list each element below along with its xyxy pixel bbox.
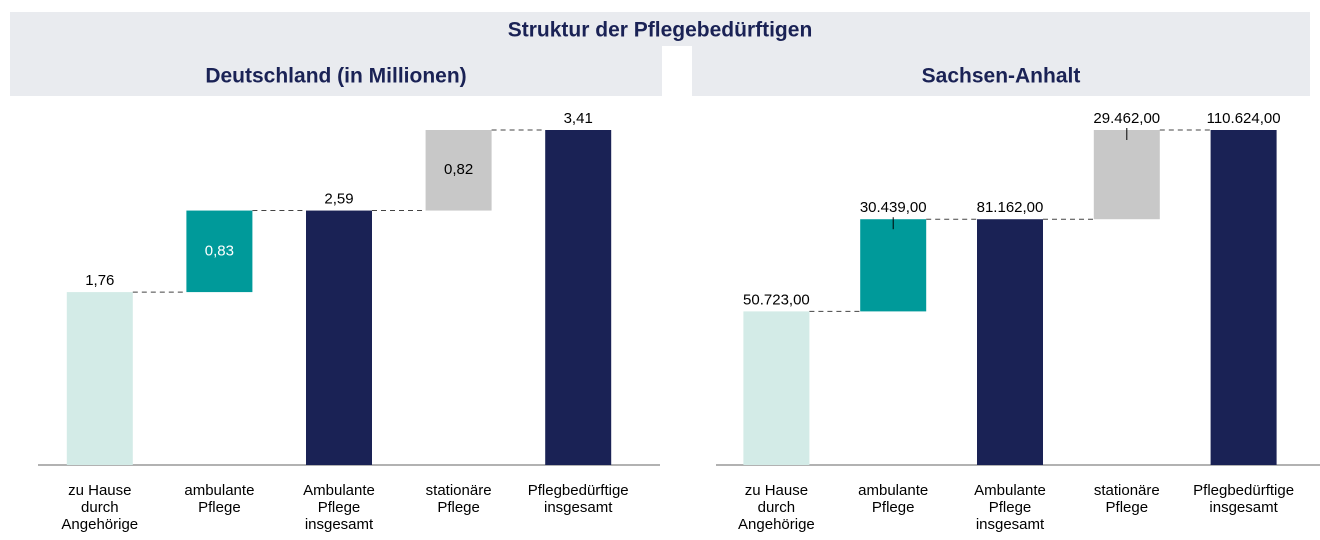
x-tick-label: Pflege <box>318 499 361 516</box>
bar <box>1093 130 1160 220</box>
value-label: 29.462,00 <box>1093 110 1160 127</box>
bar <box>860 219 927 312</box>
x-tick-label: Pflegbedürftige <box>1193 482 1294 499</box>
bar <box>743 311 810 465</box>
x-tick-label: Pflege <box>989 499 1032 516</box>
bar <box>306 210 372 465</box>
value-label: 1,76 <box>85 272 114 289</box>
title-band <box>10 12 1310 46</box>
bar <box>1210 130 1277 465</box>
x-tick-label: insgesamt <box>305 516 374 533</box>
x-tick-label: ambulante <box>184 482 254 499</box>
x-tick-label: Pflegbedürftige <box>528 482 629 499</box>
value-label: 2,59 <box>324 191 353 208</box>
value-label: 0,83 <box>205 242 234 259</box>
x-tick-label: zu Hause <box>745 482 808 499</box>
page-title: Struktur der Pflegebedürftigen <box>508 19 813 42</box>
chart-title: Sachsen-Anhalt <box>922 65 1081 88</box>
bar <box>66 292 133 465</box>
x-tick-label: Angehörige <box>738 516 815 533</box>
value-label: 50.723,00 <box>743 291 810 308</box>
x-tick-label: zu Hause <box>68 482 131 499</box>
x-tick-label: Angehörige <box>61 516 138 533</box>
value-label: 81.162,00 <box>977 199 1044 216</box>
x-tick-label: Pflege <box>872 499 915 516</box>
bar <box>425 130 492 211</box>
left-band <box>10 46 662 96</box>
chart-title: Deutschland (in Millionen) <box>205 65 466 88</box>
x-tick-label: durch <box>758 499 796 516</box>
bar <box>545 130 612 465</box>
value-label: 3,41 <box>564 110 593 127</box>
bar <box>977 219 1043 465</box>
right-band <box>692 46 1310 96</box>
x-tick-label: Ambulante <box>303 482 375 499</box>
value-label: 0,82 <box>444 161 473 178</box>
x-tick-label: insgesamt <box>976 516 1045 533</box>
x-tick-label: stationäre <box>1094 482 1160 499</box>
x-tick-label: Ambulante <box>974 482 1046 499</box>
x-tick-label: insgesamt <box>1209 499 1278 516</box>
x-tick-label: insgesamt <box>544 499 613 516</box>
bar <box>186 210 253 293</box>
x-tick-label: Pflege <box>198 499 241 516</box>
x-tick-label: Pflege <box>1106 499 1149 516</box>
x-tick-label: Pflege <box>437 499 480 516</box>
x-tick-label: stationäre <box>426 482 492 499</box>
value-label: 110.624,00 <box>1207 110 1281 127</box>
x-tick-label: ambulante <box>858 482 928 499</box>
x-tick-label: durch <box>81 499 119 516</box>
value-label: 30.439,00 <box>860 199 927 216</box>
